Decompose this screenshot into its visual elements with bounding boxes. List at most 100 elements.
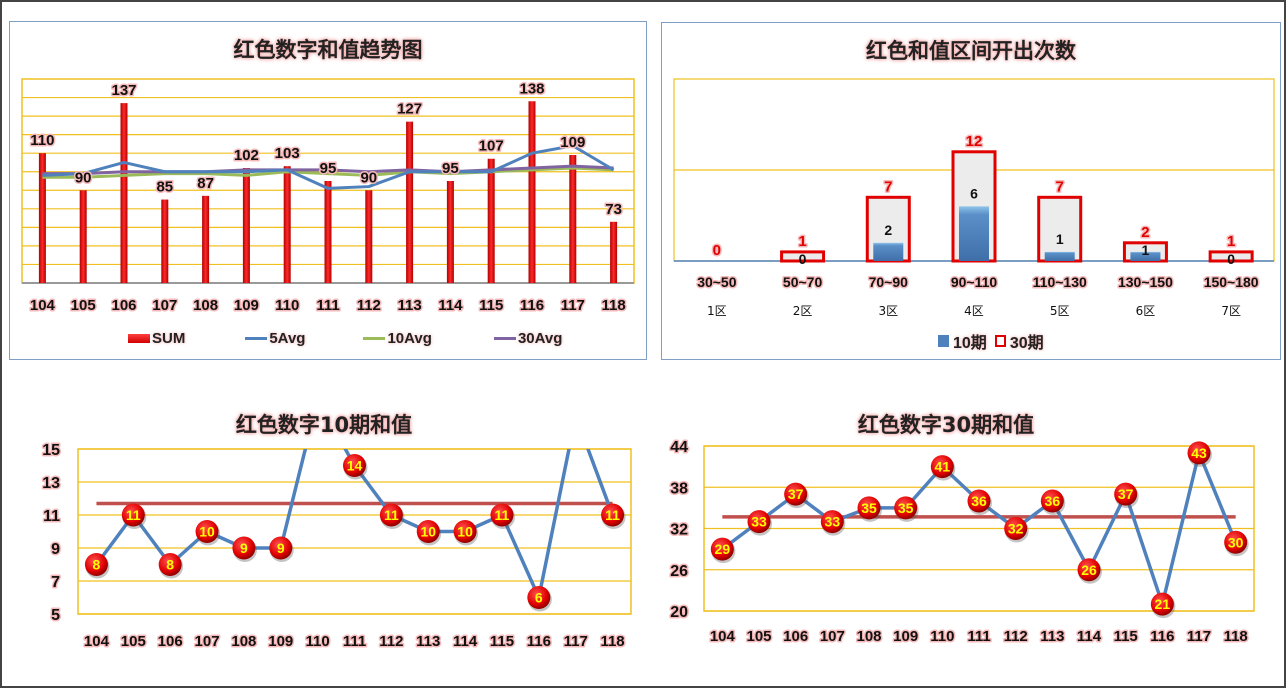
sum-trend-panel: 红色数字和值趋势图 110 90 137 85 87 102 103 95 90 127 95 107… bbox=[9, 21, 647, 360]
sum-bar bbox=[528, 101, 536, 283]
x-tick-label: 117 bbox=[1187, 628, 1211, 645]
y-tick-label: 32 bbox=[670, 522, 688, 539]
range-label: 30~50 bbox=[697, 274, 737, 290]
point-value-label: 6 bbox=[535, 590, 543, 606]
y-tick-label: 5 bbox=[51, 607, 60, 624]
x-tick-label: 113 bbox=[1040, 628, 1064, 645]
y-tick-label: 26 bbox=[670, 563, 688, 580]
x-tick-label: 114 bbox=[1077, 628, 1102, 645]
sum-bar bbox=[446, 181, 454, 283]
avg-line bbox=[42, 164, 614, 176]
ball-marker-icon bbox=[379, 503, 403, 527]
red-outline-square-icon bbox=[994, 335, 1006, 347]
avg-line bbox=[42, 166, 614, 179]
x-tick-label: 106 bbox=[111, 297, 136, 314]
sum-bar bbox=[283, 166, 291, 283]
point-value-label: 10 bbox=[420, 524, 436, 540]
y-tick-label: 15 bbox=[42, 442, 60, 459]
ball-marker-icon bbox=[527, 586, 551, 609]
ball-marker-icon bbox=[1004, 517, 1028, 540]
sum-value-label: 73 bbox=[605, 201, 622, 218]
x-tick-label: 106 bbox=[158, 633, 183, 650]
sum-bar bbox=[324, 181, 332, 283]
sum-value-label: 95 bbox=[320, 160, 337, 177]
legend-sum: SUM bbox=[128, 330, 185, 347]
point-value-label: 9 bbox=[277, 540, 285, 556]
x-tick-label: 116 bbox=[1150, 628, 1174, 645]
x-tick-label: 112 bbox=[1004, 628, 1028, 645]
ball-marker-icon bbox=[1114, 482, 1138, 506]
count-30-label: 7 bbox=[1056, 178, 1064, 195]
x-tick-label: 117 bbox=[564, 633, 588, 650]
sum-bar bbox=[365, 190, 373, 283]
x-tick-label: 105 bbox=[746, 628, 771, 645]
point-value-label: 37 bbox=[788, 486, 804, 502]
point-value-label: 30 bbox=[1228, 534, 1244, 550]
y-tick-label: 38 bbox=[670, 480, 688, 497]
x-tick-label: 115 bbox=[479, 297, 503, 314]
point-value-label: 29 bbox=[715, 541, 731, 557]
x-tick-label: 105 bbox=[71, 297, 96, 314]
point-value-label: 11 bbox=[126, 507, 141, 523]
x-tick-label: 111 bbox=[343, 633, 366, 650]
ball-marker-icon bbox=[967, 489, 991, 513]
ball-marker-icon bbox=[930, 455, 954, 479]
y-tick-label: 9 bbox=[51, 541, 60, 558]
point-value-label: 21 bbox=[1155, 596, 1171, 612]
x-tick-label: 110 bbox=[275, 297, 299, 314]
range-count-panel: 红色和值区间开出次数 0 1 7 12 7 2 1 0 2 6 1 1 0 30~50 50~70 70~90… bbox=[661, 22, 1281, 360]
ball-marker-icon bbox=[1224, 530, 1248, 554]
point-value-label: 32 bbox=[1008, 521, 1024, 537]
count-10-label: 2 bbox=[884, 222, 892, 238]
legend-5avg: 5Avg bbox=[245, 330, 305, 347]
point-value-label: 14 bbox=[347, 458, 363, 474]
bar-30qi bbox=[780, 250, 826, 263]
sum-value-label: 127 bbox=[397, 101, 422, 118]
x-tick-label: 112 bbox=[379, 633, 403, 650]
count-10-label: 1 bbox=[1142, 242, 1150, 258]
x-tick-label: 113 bbox=[416, 633, 440, 650]
legend-10qi: 10期 bbox=[938, 329, 987, 353]
x-tick-label: 105 bbox=[121, 633, 146, 650]
point-value-label: 41 bbox=[935, 459, 951, 475]
sum-bar bbox=[120, 103, 128, 283]
ball-marker-icon bbox=[158, 553, 182, 576]
range-label: 150~180 bbox=[1204, 274, 1259, 290]
x-tick-label: 118 bbox=[1224, 628, 1248, 645]
x-tick-label: 117 bbox=[561, 297, 585, 314]
legend-10avg: 10Avg bbox=[363, 330, 432, 347]
point-value-label: 37 bbox=[1118, 486, 1134, 502]
sum30-title: 红色数字30期和值 bbox=[857, 413, 1035, 437]
y-tick-label: 7 bbox=[51, 574, 60, 591]
sum-value-label: 90 bbox=[75, 169, 92, 186]
ball-marker-icon bbox=[710, 537, 734, 561]
bar-swatch-icon bbox=[128, 334, 150, 343]
count-30-label: 12 bbox=[966, 133, 983, 150]
ball-marker-icon bbox=[195, 520, 219, 543]
ball-marker-icon bbox=[784, 482, 808, 506]
x-tick-label: 112 bbox=[357, 297, 381, 314]
line-swatch-icon bbox=[363, 337, 386, 340]
legend-30qi: 30期 bbox=[994, 329, 1044, 353]
bar-10qi bbox=[1130, 251, 1161, 261]
point-value-label: 36 bbox=[1045, 493, 1061, 509]
point-value-label: 11 bbox=[495, 507, 510, 523]
legend-30avg: 30Avg bbox=[493, 330, 562, 347]
point-value-label: 33 bbox=[751, 514, 767, 530]
x-tick-label: 111 bbox=[316, 297, 339, 314]
sum-value-label: 90 bbox=[360, 169, 377, 186]
point-value-label: 8 bbox=[166, 557, 174, 573]
point-value-label: 9 bbox=[240, 540, 248, 556]
point-value-label: 36 bbox=[971, 493, 987, 509]
x-tick-label: 109 bbox=[893, 628, 918, 645]
x-tick-label: 115 bbox=[490, 633, 514, 650]
count-30-label: 2 bbox=[1141, 224, 1149, 241]
x-tick-label: 104 bbox=[30, 297, 56, 314]
ball-marker-icon bbox=[269, 536, 293, 560]
line-swatch-icon bbox=[493, 337, 516, 340]
sum-value-label: 85 bbox=[156, 179, 173, 196]
avg-line bbox=[42, 144, 615, 190]
